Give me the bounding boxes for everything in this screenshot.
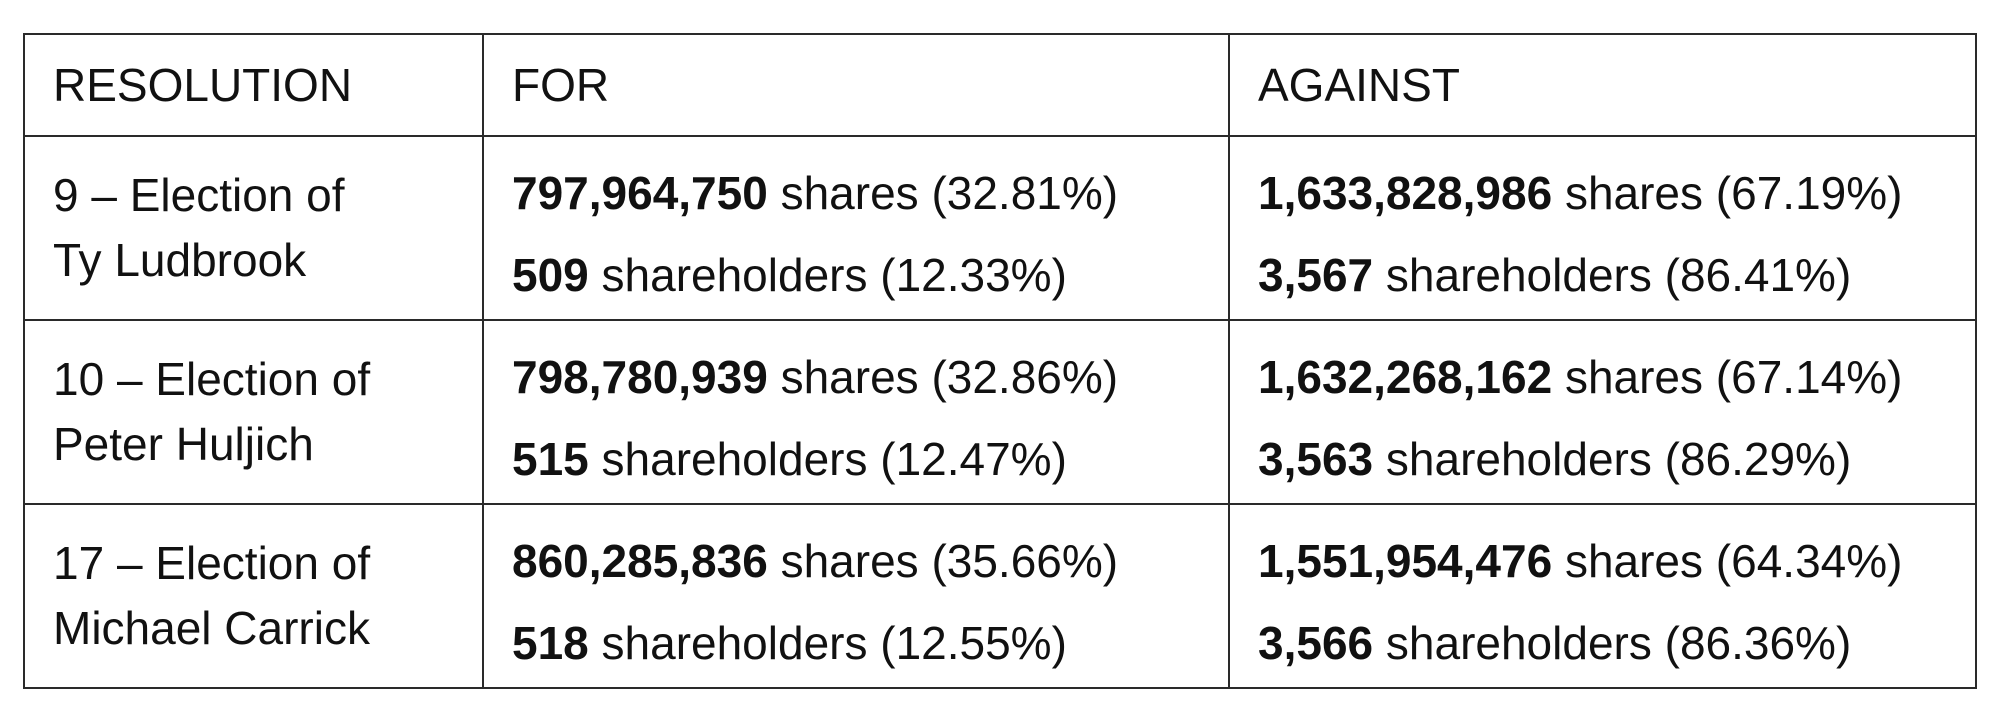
resolution-cell: 17 – Election of Michael Carrick	[23, 503, 484, 689]
for-shares-line: 798,780,939 shares (32.86%)	[512, 321, 1228, 407]
against-shares-value: 1,551,954,476	[1258, 535, 1553, 587]
against-cell: 1,551,954,476 shares (64.34%) 3,566 shar…	[1228, 503, 1977, 689]
for-cell: 860,285,836 shares (35.66%) 518 sharehol…	[482, 503, 1230, 689]
header-against: AGAINST	[1228, 33, 1977, 137]
for-holders-line: 509 shareholders (12.33%)	[512, 223, 1228, 305]
resolution-label: 17 – Election of Michael Carrick	[53, 537, 371, 654]
for-shares-text: shares (32.81%)	[767, 167, 1119, 219]
against-shares-line: 1,632,268,162 shares (67.14%)	[1258, 321, 1975, 407]
for-shares-value: 798,780,939	[512, 351, 768, 403]
against-holders-value: 3,566	[1258, 617, 1374, 669]
table-row: 17 – Election of Michael Carrick 860,285…	[23, 503, 1977, 689]
resolution-label: 10 – Election of Peter Huljich	[53, 353, 371, 470]
against-shares-line: 1,633,828,986 shares (67.19%)	[1258, 137, 1975, 223]
against-holders-line: 3,566 shareholders (86.36%)	[1258, 591, 1975, 673]
for-shares-text: shares (35.66%)	[767, 535, 1119, 587]
against-shares-line: 1,551,954,476 shares (64.34%)	[1258, 505, 1975, 591]
for-holders-value: 518	[512, 617, 589, 669]
for-holders-value: 509	[512, 249, 589, 301]
for-holders-text: shareholders (12.55%)	[588, 617, 1067, 669]
against-holders-line: 3,567 shareholders (86.41%)	[1258, 223, 1975, 305]
against-cell: 1,633,828,986 shares (67.19%) 3,567 shar…	[1228, 135, 1977, 321]
header-row: RESOLUTION FOR AGAINST	[23, 33, 1977, 137]
for-holders-value: 515	[512, 433, 589, 485]
table-row: 10 – Election of Peter Huljich 798,780,9…	[23, 319, 1977, 505]
for-shares-line: 797,964,750 shares (32.81%)	[512, 137, 1228, 223]
table-row: 9 – Election of Ty Ludbrook 797,964,750 …	[23, 135, 1977, 321]
against-shares-text: shares (67.14%)	[1552, 351, 1903, 403]
resolution-label: 9 – Election of Ty Ludbrook	[53, 169, 345, 286]
against-shares-text: shares (67.19%)	[1552, 167, 1903, 219]
for-holders-text: shareholders (12.47%)	[588, 433, 1067, 485]
for-cell: 797,964,750 shares (32.81%) 509 sharehol…	[482, 135, 1230, 321]
voting-results-table: RESOLUTION FOR AGAINST 9 – Election of T…	[23, 33, 1977, 689]
for-cell: 798,780,939 shares (32.86%) 515 sharehol…	[482, 319, 1230, 505]
resolution-cell: 9 – Election of Ty Ludbrook	[23, 135, 484, 321]
for-holders-text: shareholders (12.33%)	[588, 249, 1067, 301]
against-shares-value: 1,632,268,162	[1258, 351, 1553, 403]
against-shares-value: 1,633,828,986	[1258, 167, 1553, 219]
for-holders-line: 515 shareholders (12.47%)	[512, 407, 1228, 489]
header-for: FOR	[482, 33, 1230, 137]
against-cell: 1,632,268,162 shares (67.14%) 3,563 shar…	[1228, 319, 1977, 505]
for-shares-line: 860,285,836 shares (35.66%)	[512, 505, 1228, 591]
header-resolution: RESOLUTION	[23, 33, 484, 137]
for-shares-text: shares (32.86%)	[767, 351, 1119, 403]
against-holders-text: shareholders (86.29%)	[1373, 433, 1852, 485]
against-holders-line: 3,563 shareholders (86.29%)	[1258, 407, 1975, 489]
for-shares-value: 860,285,836	[512, 535, 768, 587]
for-holders-line: 518 shareholders (12.55%)	[512, 591, 1228, 673]
against-holders-value: 3,567	[1258, 249, 1374, 301]
against-holders-text: shareholders (86.36%)	[1373, 617, 1852, 669]
against-holders-text: shareholders (86.41%)	[1373, 249, 1852, 301]
resolution-cell: 10 – Election of Peter Huljich	[23, 319, 484, 505]
against-shares-text: shares (64.34%)	[1552, 535, 1903, 587]
against-holders-value: 3,563	[1258, 433, 1374, 485]
for-shares-value: 797,964,750	[512, 167, 768, 219]
